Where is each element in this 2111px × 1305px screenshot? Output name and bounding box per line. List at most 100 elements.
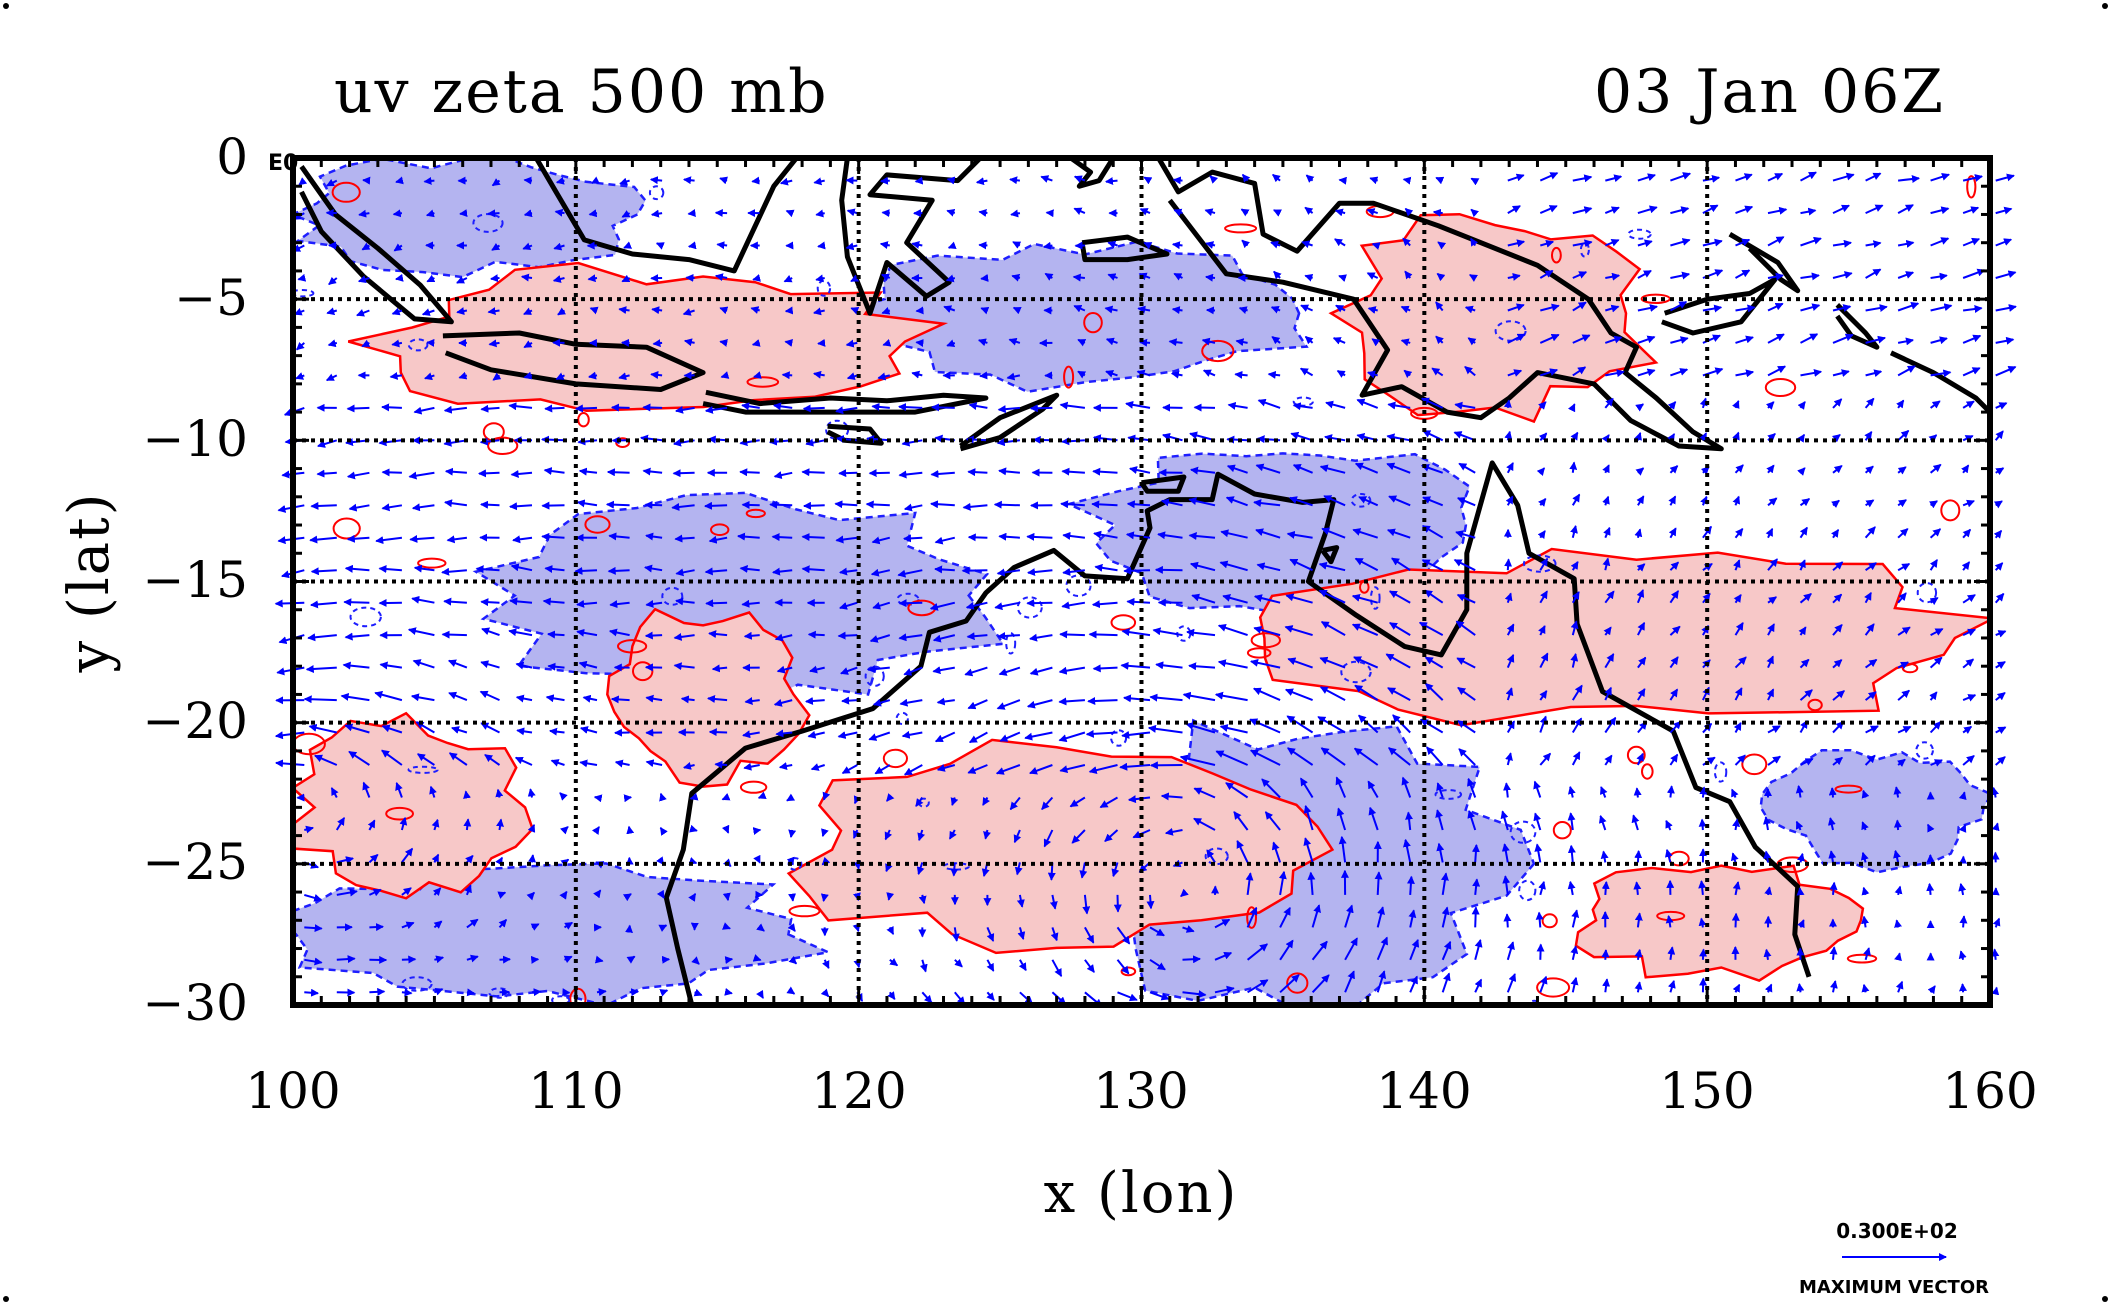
wind-vector	[590, 176, 600, 185]
wind-vector	[1138, 272, 1151, 281]
wind-vector	[1539, 333, 1560, 344]
wind-vector	[1572, 239, 1593, 248]
wind-vector	[911, 240, 923, 249]
wind-vector	[1270, 306, 1281, 314]
x-axis-label: x (lon)	[1044, 1161, 1239, 1226]
wind-vector	[1321, 527, 1346, 539]
wind-vector	[1601, 881, 1610, 895]
wind-vector	[1572, 334, 1591, 344]
wind-vector	[1387, 687, 1411, 701]
wind-vector	[1009, 176, 1021, 185]
wind-vector	[671, 502, 695, 511]
y-tick-labels: 0 −5 −10 −15 −20 −25 −30	[142, 128, 248, 1032]
wind-vector	[1539, 652, 1549, 669]
title-left: uv zeta 500 mb	[334, 57, 829, 127]
wind-vector	[1732, 400, 1740, 410]
wind-vector	[1636, 752, 1644, 766]
wind-vector	[447, 659, 468, 669]
wind-vector	[774, 633, 793, 642]
wind-vector	[1402, 176, 1412, 185]
wind-vector	[1354, 684, 1379, 701]
contour-cell	[1915, 741, 1934, 760]
wind-vector	[1567, 785, 1576, 798]
wind-vector	[722, 922, 731, 930]
wind-vector	[932, 634, 956, 643]
wind-vector	[1735, 269, 1751, 279]
wind-vector	[1991, 822, 2000, 832]
wind-vector	[1734, 687, 1743, 701]
wind-vector	[550, 759, 565, 767]
wind-vector	[310, 567, 337, 576]
wind-vector	[1962, 628, 1977, 637]
wind-vector	[775, 729, 793, 738]
wind-vector	[608, 532, 630, 541]
wind-vector	[1386, 528, 1411, 539]
wind-vector	[645, 599, 663, 608]
corner-dot-bottom-right	[2102, 1296, 2108, 1302]
wind-vector	[872, 601, 891, 610]
wind-vector	[1188, 662, 1216, 671]
wind-vector	[930, 470, 955, 478]
wind-vector	[1172, 176, 1183, 185]
wind-vector	[1503, 782, 1512, 798]
wind-vector	[1962, 237, 1981, 247]
wind-vector	[348, 750, 370, 766]
wind-vector	[1929, 596, 1939, 606]
wind-vector	[1507, 369, 1523, 377]
wind-vector	[1831, 499, 1840, 509]
wind-vector	[340, 692, 370, 702]
wind-vector	[1173, 208, 1183, 217]
wind-vector	[1767, 623, 1775, 636]
wind-vector	[411, 595, 435, 604]
wind-vector	[1105, 337, 1118, 346]
wind-vector	[1539, 690, 1548, 701]
max-vector-label: MAXIMUM VECTOR	[1799, 1277, 1989, 1298]
wind-vector	[1800, 303, 1821, 312]
wind-vector	[1506, 623, 1515, 636]
wind-vector	[576, 599, 598, 608]
wind-vector	[1995, 238, 2013, 247]
wind-vector	[674, 534, 695, 543]
wind-vector	[788, 893, 797, 902]
contour-cell	[1224, 223, 1258, 234]
wind-vector	[934, 565, 955, 574]
contour-cell	[1916, 582, 1938, 604]
wind-vector	[1188, 532, 1216, 541]
wind-vector	[1864, 397, 1875, 409]
wind-vector	[1766, 464, 1775, 474]
coastline-java	[442, 330, 706, 392]
wind-vector	[839, 567, 858, 576]
contour-cell	[1016, 596, 1043, 619]
wind-vector	[317, 439, 338, 448]
wind-vector	[1832, 561, 1844, 571]
wind-vector	[346, 471, 370, 480]
wind-vector	[1471, 906, 1480, 928]
wind-vector	[807, 730, 825, 739]
contour-cell	[332, 517, 361, 540]
wind-vector	[413, 406, 435, 415]
wind-vector	[1734, 528, 1744, 539]
wind-vector	[448, 691, 468, 702]
wind-vector	[1503, 399, 1512, 409]
wind-vector	[1287, 657, 1313, 669]
wind-vector	[1353, 656, 1379, 669]
wind-vector	[544, 565, 565, 573]
coastline-borneo	[534, 158, 799, 274]
wind-vector	[429, 785, 437, 798]
wind-vector	[788, 829, 797, 838]
wind-vector	[1765, 527, 1774, 539]
wind-vector	[1832, 239, 1852, 248]
wind-vector	[1571, 717, 1583, 734]
wind-vector	[784, 338, 793, 347]
wind-vector	[444, 467, 467, 476]
wind-vector	[596, 988, 607, 997]
contour-cell	[896, 592, 920, 606]
wind-vector	[327, 339, 338, 348]
wind-vector	[308, 723, 338, 734]
wind-vector	[688, 856, 698, 865]
wind-vector	[1539, 269, 1554, 279]
wind-vector	[1420, 397, 1444, 409]
wind-vector	[1366, 208, 1378, 216]
wind-vector	[1044, 272, 1054, 281]
wind-vector	[652, 339, 663, 348]
